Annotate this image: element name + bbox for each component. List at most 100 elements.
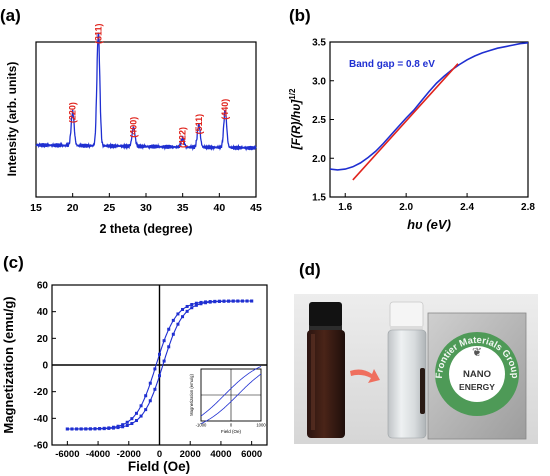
mh-data-point xyxy=(130,417,134,421)
dark-vial xyxy=(307,302,345,438)
xrd-peak-label: (511) xyxy=(194,114,204,135)
mh-data-point xyxy=(208,300,212,304)
mh-data-point xyxy=(125,423,129,427)
magnet-block: Frontier Materials Group ❦ NANO ENERGY xyxy=(427,312,527,440)
dark-vial-body xyxy=(307,330,345,438)
mh-data-point xyxy=(102,427,106,431)
mh-xtick-label: -6000 xyxy=(55,449,79,460)
xrd-xtick-label: 40 xyxy=(213,202,225,214)
xrd-peak-label: (311) xyxy=(93,23,103,44)
mh-data-point xyxy=(144,394,148,398)
mh-data-point xyxy=(153,367,157,371)
mh-data-point xyxy=(181,307,185,311)
mh-data-point xyxy=(185,304,189,308)
xrd-curve xyxy=(35,32,257,152)
mh-data-point xyxy=(139,414,143,418)
mh-data-point xyxy=(79,427,83,431)
mh-data-point xyxy=(93,427,97,431)
xrd-peak-label: (422) xyxy=(178,127,188,148)
mh-data-point xyxy=(245,299,249,303)
bg-ytick-label: 3.5 xyxy=(312,38,326,49)
clear-vial-body xyxy=(387,329,427,439)
hysteresis-panel: -6000 -4000 -2000 0 2000 4000 6000 -60 -40 -20 0 20… xyxy=(1,281,268,474)
mh-ytick-label: -20 xyxy=(34,387,49,398)
xrd-peak-label: (440) xyxy=(220,99,230,120)
mh-data-point xyxy=(190,306,194,310)
inset-upper-branch xyxy=(200,366,262,417)
mh-data-point xyxy=(167,327,171,331)
inset-lower-branch xyxy=(200,373,262,424)
mh-data-point xyxy=(98,427,102,431)
mh-xtick-label: 2000 xyxy=(180,449,201,460)
bg-xtick-label: 2.8 xyxy=(521,202,535,213)
bg-xtick-label: 1.6 xyxy=(338,202,352,213)
mh-data-point xyxy=(176,322,180,326)
mh-data-point xyxy=(181,315,185,319)
bg-ytick-label: 3.0 xyxy=(312,76,326,87)
xrd-peak-label: (220) xyxy=(68,102,78,123)
mh-data-point xyxy=(190,303,194,307)
inset-ylabel: Magnetization (emu/g) xyxy=(189,374,194,416)
bg-absorption-curve xyxy=(329,42,529,171)
mh-data-point xyxy=(75,427,79,431)
logo-line-1: NANO xyxy=(463,369,491,380)
mh-data-point xyxy=(162,359,166,363)
bg-ytick-label: 2.5 xyxy=(312,115,326,126)
panel-label-c: (c) xyxy=(3,253,24,272)
mh-data-point xyxy=(167,345,171,349)
mh-ytick-label: 60 xyxy=(37,281,49,292)
bg-xtick-label: 2.0 xyxy=(399,202,413,213)
mh-inset: -1000 0 1000 Field (Oe) Magnetization (emu… xyxy=(189,366,266,434)
mh-data-point xyxy=(88,427,92,431)
xrd-xtick-label: 45 xyxy=(250,202,262,214)
xrd-xlabel: 2 theta (degree) xyxy=(99,222,192,236)
photo-panel: Frontier Materials Group ❦ NANO ENERGY xyxy=(294,294,538,444)
mh-ytick-label: -60 xyxy=(34,441,49,452)
mh-data-point xyxy=(139,404,143,408)
mh-xtick-label: 4000 xyxy=(210,449,231,460)
mh-data-point xyxy=(134,411,138,415)
mh-data-point xyxy=(176,312,180,316)
bg-linear-fit xyxy=(352,63,459,181)
mh-data-point xyxy=(231,299,235,303)
mh-ylabel: Magnetization (emu/g) xyxy=(1,296,16,433)
mh-data-point xyxy=(111,426,115,430)
xrd-xtick-label: 15 xyxy=(30,202,42,214)
mh-xtick-label: 6000 xyxy=(241,449,262,460)
xrd-xtick-label: 30 xyxy=(140,202,152,214)
bg-ylabel-main: [F(R)/hυ] xyxy=(289,99,303,151)
mh-data-point xyxy=(121,423,125,427)
collected-particles xyxy=(420,368,425,414)
xrd-xtick-label: 35 xyxy=(177,202,189,214)
mh-data-point xyxy=(125,420,129,424)
mh-ytick-label: 0 xyxy=(42,361,48,372)
panel-label-d: (d) xyxy=(299,260,321,279)
mh-data-point xyxy=(65,427,69,431)
xrd-peak-label: (400) xyxy=(129,117,139,138)
mh-data-point xyxy=(222,299,226,303)
panel-label-b: (b) xyxy=(289,6,311,25)
bg-ytick-label: 2.0 xyxy=(312,154,326,165)
inset-xtick-label: -1000 xyxy=(196,423,207,428)
bg-annotation: Band gap = 0.8 eV xyxy=(349,59,435,70)
mh-data-point xyxy=(162,339,166,343)
xrd-xtick-label: 20 xyxy=(67,202,79,214)
bg-ylabel: [F(R)/hυ]1/2 xyxy=(288,88,303,150)
bg-xlabel: hυ (eV) xyxy=(407,217,451,232)
inset-xtick-label: 0 xyxy=(230,423,233,428)
mh-xtick-label: -4000 xyxy=(86,449,110,460)
logo-line-2: ENERGY xyxy=(459,382,495,392)
mh-data-point xyxy=(158,374,161,378)
mh-data-point xyxy=(240,299,244,303)
mh-data-point xyxy=(250,299,254,303)
mh-xlabel: Field (Oe) xyxy=(128,459,190,474)
mh-data-point xyxy=(116,426,120,430)
bg-ylabel-sup: 1/2 xyxy=(288,88,297,100)
clear-vial xyxy=(387,301,427,439)
mh-data-point xyxy=(148,381,152,385)
mh-data-point xyxy=(121,425,125,429)
band-gap-panel: 1.6 2.0 2.4 2.8 1.5 2.0 2.5 3.0 3.5 Band gap = 0… xyxy=(288,38,535,233)
mh-data-point xyxy=(199,302,203,306)
mh-ytick-label: 40 xyxy=(37,307,49,318)
